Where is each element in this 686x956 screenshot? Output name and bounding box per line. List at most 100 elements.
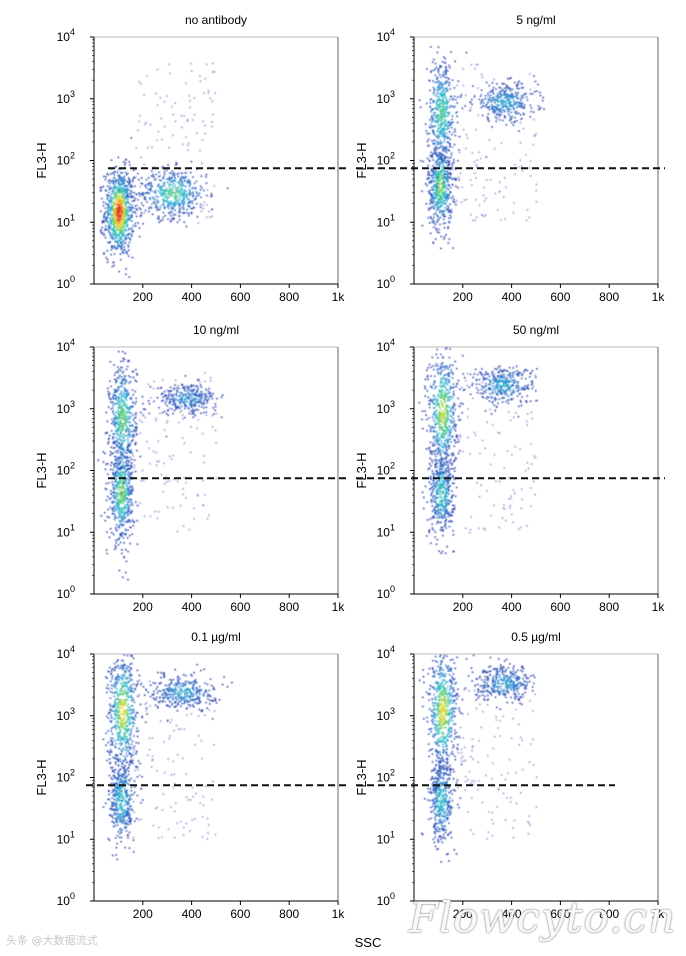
data-point [113,221,116,223]
y-tick-label: 104 [57,337,75,354]
data-point [127,202,130,204]
data-point [508,104,511,107]
data-point [152,387,155,390]
data-point [507,98,510,101]
data-point [438,114,441,117]
data-point [123,425,125,427]
data-point [430,501,433,503]
data-point [113,230,115,232]
data-point [439,157,442,160]
data-point [449,138,452,141]
data-point [439,110,442,112]
data-point [184,388,186,390]
data-point [180,187,182,189]
x-tick-label: 200 [133,600,153,614]
data-point [113,507,116,510]
data-point [174,384,176,386]
data-point [124,495,126,497]
data-point [443,113,446,115]
data-point [129,237,131,240]
data-point [193,388,196,390]
data-point [167,181,169,184]
data-point [442,90,445,92]
data-point [436,103,438,106]
data-point [204,394,207,397]
data-point [442,482,444,485]
data-point [132,211,134,214]
data-point [141,421,143,423]
data-point [111,508,113,511]
data-point [442,222,445,225]
data-point [124,197,127,200]
data-point [470,214,472,216]
data-point [123,396,125,398]
data-point [113,187,116,189]
data-point [436,164,439,166]
data-point [118,386,120,388]
data-point [129,451,131,453]
data-point [109,361,112,363]
data-point [205,406,208,409]
data-point [158,406,160,409]
data-point [201,397,203,400]
y-tick-label: 100 [57,584,75,601]
data-point [109,227,112,230]
data-point [440,131,442,134]
data-point [131,439,133,442]
data-point [507,111,509,113]
data-point [110,452,113,455]
data-point [529,88,532,91]
data-point [182,488,184,490]
data-point [173,196,175,198]
data-point [123,511,125,513]
data-point [108,188,111,190]
data-point [137,192,140,194]
data-point [185,136,187,138]
data-point [119,513,121,516]
data-point [445,125,448,127]
data-point [122,206,124,208]
data-point [142,414,144,417]
data-point [119,490,122,493]
data-point [168,63,170,66]
data-point [176,189,179,192]
data-point [127,180,129,183]
data-point [430,216,432,218]
data-point [122,244,124,246]
data-point [129,498,132,501]
data-point [168,179,170,181]
data-point [171,201,174,204]
data-point [494,192,497,195]
data-point [519,142,522,144]
data-point [460,201,463,204]
data-point [452,146,454,148]
data-point [114,403,117,405]
data-point [117,212,120,215]
x-tick-label: 1k [652,290,666,304]
data-point [191,413,193,415]
data-point [131,462,133,464]
data-point [173,403,176,406]
data-point [148,192,150,194]
data-point [116,423,118,425]
data-point [432,125,435,127]
data-point [439,216,442,219]
data-point [190,400,192,403]
data-point [427,171,430,173]
data-point [110,199,112,202]
data-point [450,51,452,53]
data-point [523,107,525,109]
data-point [442,179,445,182]
data-point [117,412,119,415]
data-point [168,204,170,207]
data-point [113,492,115,494]
data-point [121,412,123,414]
data-point [118,368,121,371]
data-point [112,229,115,232]
data-point [438,73,441,76]
data-point [433,472,435,475]
data-point [211,71,214,73]
data-point [497,100,499,103]
data-point [471,103,473,106]
data-point [508,113,510,116]
